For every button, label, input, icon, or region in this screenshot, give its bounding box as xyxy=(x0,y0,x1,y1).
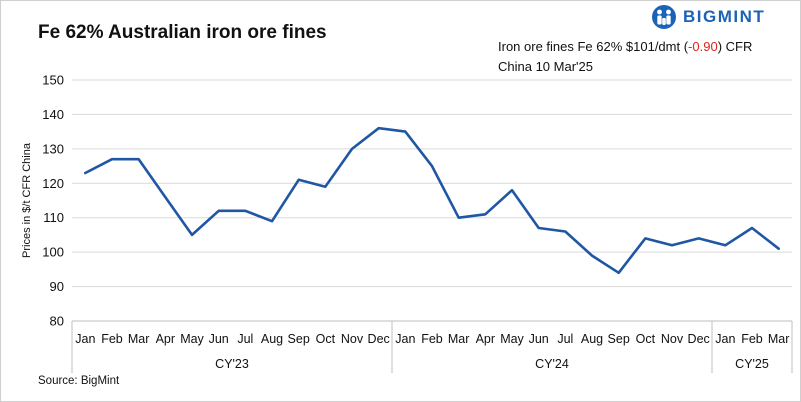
x-tick-label: Sep xyxy=(288,332,310,346)
annotation-prefix: Iron ore fines Fe 62% $101/dmt ( xyxy=(498,39,689,54)
x-tick-label: Mar xyxy=(768,332,790,346)
y-tick-label: 120 xyxy=(42,176,64,191)
group-label: CY'24 xyxy=(535,357,569,371)
annotation-date: China 10 Mar'25 xyxy=(498,59,593,74)
y-axis-label: Prices in $/t CFR China xyxy=(21,142,33,258)
price-annotation: Iron ore fines Fe 62% $101/dmt (-0.90) C… xyxy=(498,37,778,77)
x-tick-label: Jul xyxy=(237,332,253,346)
x-tick-label: Jun xyxy=(529,332,549,346)
x-tick-label: Oct xyxy=(636,332,656,346)
x-tick-label: Dec xyxy=(688,332,710,346)
x-tick-label: May xyxy=(500,332,524,346)
x-tick-label: Mar xyxy=(448,332,470,346)
chart-title: Fe 62% Australian iron ore fines xyxy=(38,22,327,43)
y-tick-label: 90 xyxy=(50,279,64,294)
x-tick-label: Feb xyxy=(421,332,443,346)
x-tick-label: Jul xyxy=(557,332,573,346)
x-tick-label: Jan xyxy=(395,332,415,346)
source-note: Source: BigMint xyxy=(38,375,120,387)
y-tick-label: 130 xyxy=(42,141,64,156)
x-tick-label: Sep xyxy=(608,332,630,346)
x-tick-label: May xyxy=(180,332,204,346)
x-tick-label: Apr xyxy=(476,332,495,346)
series-line xyxy=(84,126,781,275)
x-tick-label: Feb xyxy=(741,332,763,346)
x-tick-label: Jan xyxy=(715,332,735,346)
y-tick-label: 140 xyxy=(42,107,64,122)
bigmint-logo-icon xyxy=(652,5,676,29)
logo-text: BIGMINT xyxy=(683,7,766,26)
x-tick-label: Jun xyxy=(209,332,229,346)
price-change: -0.90 xyxy=(688,39,718,54)
x-tick-label: Apr xyxy=(156,332,175,346)
annotation-suffix: ) CFR xyxy=(717,39,753,54)
group-label: CY'23 xyxy=(215,357,249,371)
group-label: CY'25 xyxy=(735,357,769,371)
x-tick-label: Oct xyxy=(316,332,336,346)
x-tick-label: Aug xyxy=(261,332,283,346)
y-tick-label: 100 xyxy=(42,245,64,260)
x-tick-label: Nov xyxy=(341,332,364,346)
y-tick-label: 80 xyxy=(50,314,64,329)
x-tick-label: Jan xyxy=(75,332,95,346)
x-tick-label: Dec xyxy=(368,332,390,346)
y-tick-label: 150 xyxy=(42,73,64,88)
brand-logo: BIGMINT xyxy=(651,3,765,31)
x-tick-label: Nov xyxy=(661,332,684,346)
x-tick-label: Feb xyxy=(101,332,123,346)
y-tick-label: 110 xyxy=(43,210,64,225)
x-tick-label: Mar xyxy=(128,332,150,346)
x-tick-label: Aug xyxy=(581,332,603,346)
